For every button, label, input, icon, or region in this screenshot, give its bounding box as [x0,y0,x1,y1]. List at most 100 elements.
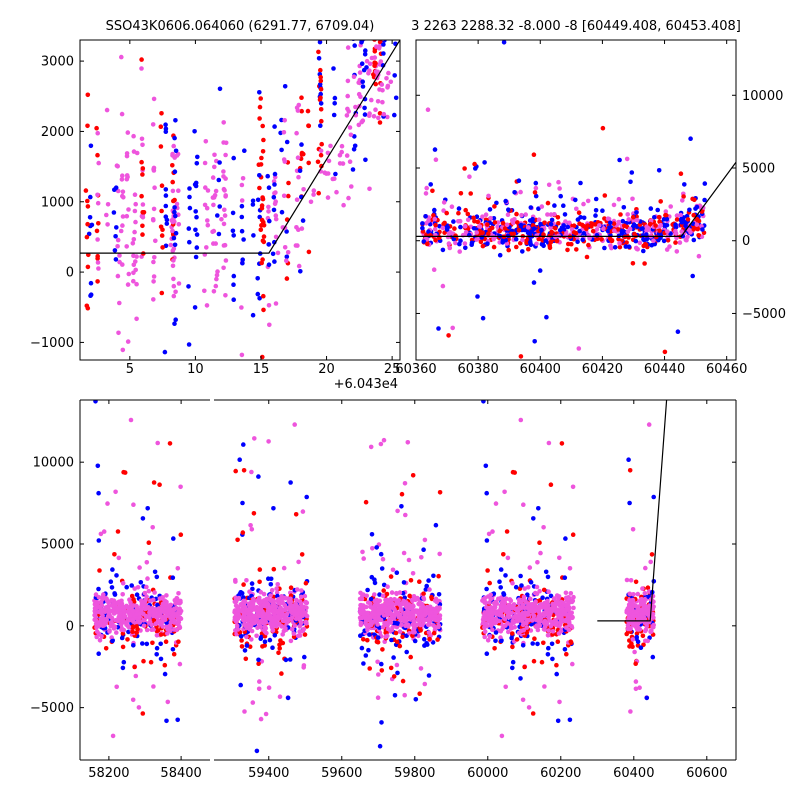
data-point [172,197,177,203]
data-point [237,457,242,463]
data-point [263,711,269,717]
data-point [128,612,133,618]
data-point [525,601,531,606]
data-point [159,183,165,188]
data-point [377,62,382,67]
data-point [502,616,508,622]
data-point [319,118,324,124]
data-point [370,610,376,616]
data-point [147,610,152,615]
data-point [528,205,534,210]
data-point [526,705,532,710]
data-point [294,197,300,202]
tr-xtick-label: 60360 [395,362,436,377]
data-point [385,626,391,632]
data-point [456,206,462,211]
data-point [275,250,281,256]
data-point [272,259,277,264]
data-point [520,237,525,243]
data-point [634,631,640,636]
data-point [563,618,568,624]
data-point [110,603,116,608]
data-point [249,527,255,532]
data-point [296,559,301,565]
data-point [240,530,246,535]
data-point [193,254,199,260]
data-point [437,490,443,495]
data-point [544,607,549,612]
data-point [162,671,168,677]
data-point [357,70,363,75]
data-point [219,217,224,222]
data-point [290,604,295,609]
data-point [345,45,351,50]
data-point [378,551,384,557]
data-point [381,588,387,593]
data-point [339,143,345,149]
data-point [537,611,542,616]
data-point [623,244,629,249]
data-point [250,700,256,705]
data-point [140,516,146,521]
data-point [296,174,301,180]
data-point [635,625,640,631]
data-point [260,614,266,620]
data-point [319,141,325,147]
data-point [146,605,151,610]
tr-xtick-label: 60460 [706,362,747,377]
data-point [150,640,155,646]
data-point [295,155,301,160]
data-point [545,200,551,206]
data-point [266,204,271,210]
data-point [542,684,547,689]
data-point [246,622,252,627]
data-point [561,227,567,232]
data-point [260,238,266,244]
data-point [408,578,414,583]
bottom-ytick-label: −5000 [30,701,74,716]
data-point [367,666,373,671]
data-point [274,590,280,595]
data-point [246,609,251,615]
data-point [141,618,146,623]
data-point [500,220,506,226]
data-point [634,210,639,215]
data-point [85,92,91,98]
data-point [535,641,540,647]
data-point [233,603,239,608]
data-point [115,164,120,169]
data-point [505,613,511,619]
data-point [113,257,119,262]
data-point [158,656,164,662]
data-point [272,182,277,187]
data-point [241,468,247,473]
data-point [548,239,554,245]
data-point [351,147,357,152]
data-point [546,645,551,651]
data-point [622,223,627,229]
data-point [326,158,332,164]
data-point [221,169,226,174]
data-point [154,633,160,638]
data-point [463,245,468,251]
data-point [563,219,568,224]
data-point [415,595,420,601]
data-point [505,233,511,238]
data-point [401,580,407,585]
data-point [172,606,177,612]
data-point [318,74,324,80]
data-point [166,603,171,608]
data-point [259,217,265,223]
data-point [566,241,571,247]
data-point [133,673,139,679]
data-point [634,634,639,640]
data-point [173,148,179,154]
data-point [203,185,208,190]
data-point [432,147,438,152]
data-point [390,567,396,573]
data-point [341,202,346,208]
data-point [410,571,416,576]
data-point [318,78,324,84]
data-point [487,207,493,212]
data-point [114,573,119,578]
